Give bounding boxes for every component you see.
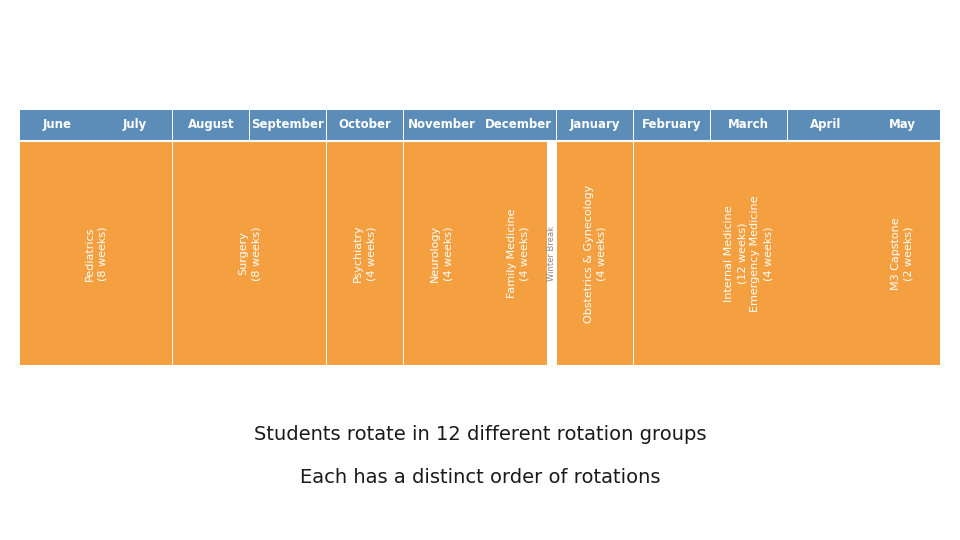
Bar [557,110,634,140]
Text: Pediatrics
(8 weeks): Pediatrics (8 weeks) [84,226,108,281]
Bar [634,110,710,140]
Text: M3 Capstone
(2 weeks): M3 Capstone (2 weeks) [891,217,914,290]
Bar [250,110,326,140]
Bar [326,143,403,364]
Bar [480,110,557,140]
Bar [864,143,941,364]
Text: September: September [252,118,324,131]
Text: June: June [43,118,72,131]
Text: Psychiatry
(4 weeks): Psychiatry (4 weeks) [353,225,376,282]
Text: Each has a distinct order of rotations: Each has a distinct order of rotations [300,468,660,488]
Bar [403,110,480,140]
Bar [480,143,557,364]
Bar [710,110,787,140]
Text: Students rotate in 12 different rotation groups: Students rotate in 12 different rotation… [253,425,707,444]
Bar [96,110,173,140]
Text: April: April [810,118,841,131]
Text: Neurology
(4 weeks): Neurology (4 weeks) [430,225,453,282]
Text: Winter Break: Winter Break [547,226,556,281]
Text: March: March [729,118,769,131]
Bar [864,110,941,140]
Text: January: January [570,118,620,131]
Bar [173,110,250,140]
Text: December: December [485,118,552,131]
Bar [19,110,96,140]
Bar [547,143,557,364]
Text: August: August [188,118,234,131]
Text: Obstetrics & Gynecology
(4 weeks): Obstetrics & Gynecology (4 weeks) [584,184,607,322]
Bar [19,143,173,364]
Bar [403,143,480,364]
Bar [173,143,326,364]
Text: Internal Medicine
(12 weeks)
Emergency Medicine
(4 weeks): Internal Medicine (12 weeks) Emergency M… [724,195,774,312]
Text: November: November [408,118,475,131]
Bar [326,110,403,140]
Text: May: May [889,118,916,131]
Bar [557,143,634,364]
Text: February: February [642,118,702,131]
Bar [634,143,864,364]
Bar [787,110,864,140]
Text: October: October [338,118,392,131]
Text: Family Medicine
(4 weeks): Family Medicine (4 weeks) [507,209,530,298]
Text: Surgery
(8 weeks): Surgery (8 weeks) [238,226,261,281]
Text: July: July [122,118,147,131]
